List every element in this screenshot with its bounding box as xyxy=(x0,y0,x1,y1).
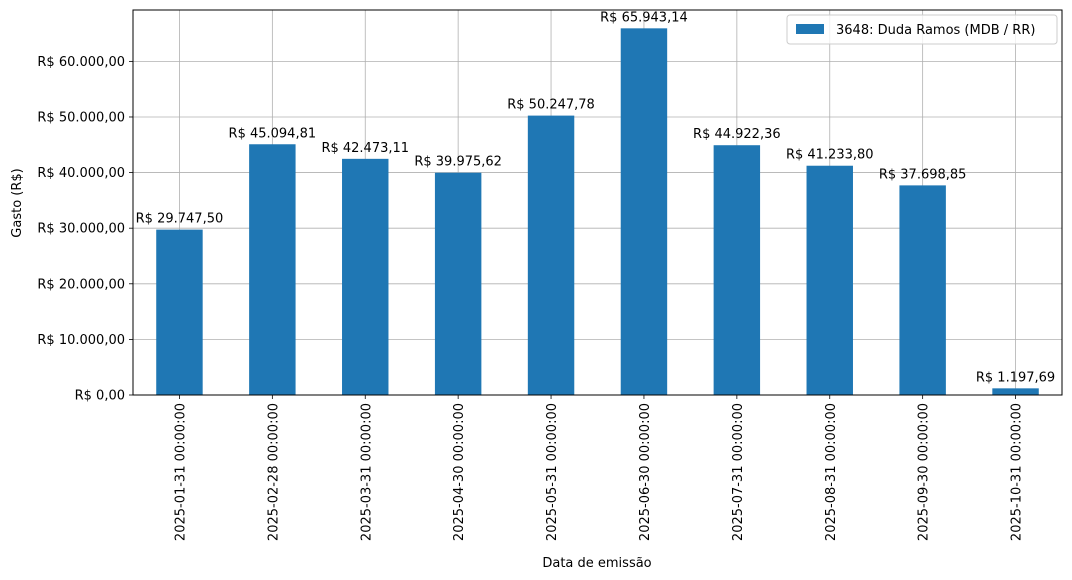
x-tick-label: 2025-08-31 00:00:00 xyxy=(824,403,839,541)
y-tick-label: R$ 40.000,00 xyxy=(37,166,125,181)
bar-value-label: R$ 50.247,78 xyxy=(507,98,595,113)
bar-value-label: R$ 45.094,81 xyxy=(229,126,317,141)
bar xyxy=(156,229,203,395)
x-tick-label: 2025-02-28 00:00:00 xyxy=(266,403,281,541)
x-axis-label: Data de emissão xyxy=(542,556,651,571)
bar-value-label: R$ 41.233,80 xyxy=(786,148,874,163)
bar-value-label: R$ 44.922,36 xyxy=(693,127,781,142)
x-tick-label: 2025-07-31 00:00:00 xyxy=(731,403,746,541)
y-tick-label: R$ 0,00 xyxy=(75,389,125,404)
bars xyxy=(156,28,1039,396)
bar-value-label: R$ 29.747,50 xyxy=(136,212,224,227)
legend-entry-label: 3648: Duda Ramos (MDB / RR) xyxy=(836,23,1035,38)
x-tick-label: 2025-03-31 00:00:00 xyxy=(359,403,374,541)
x-tick-label: 2025-01-31 00:00:00 xyxy=(173,403,188,541)
x-tick-label: 2025-09-30 00:00:00 xyxy=(917,403,932,541)
bar xyxy=(434,172,482,395)
bar-data-labels: R$ 29.747,50 R$ 45.094,81 R$ 42.473,11 R$ 3… xyxy=(136,10,1056,385)
x-tick-label: 2025-05-31 00:00:00 xyxy=(545,403,560,541)
ticks: R$ 0,00 R$ 10.000,00 R$ 20.000,00 R$ 30.000… xyxy=(37,55,1024,541)
y-tick-label: R$ 50.000,00 xyxy=(37,110,125,125)
x-tick-label: 2025-10-31 00:00:00 xyxy=(1010,403,1025,541)
y-tick-label: R$ 10.000,00 xyxy=(37,333,125,348)
bar xyxy=(992,388,1039,395)
axes-frame xyxy=(132,9,1063,396)
bar-value-label: R$ 37.698,85 xyxy=(879,167,967,182)
bar-value-label: R$ 65.943,14 xyxy=(600,10,688,25)
x-tick-label: 2025-06-30 00:00:00 xyxy=(638,403,653,541)
y-tick-label: R$ 60.000,00 xyxy=(37,55,125,70)
bar-value-label: R$ 1.197,69 xyxy=(976,370,1055,385)
bar-value-label: R$ 39.975,62 xyxy=(414,155,502,170)
bar xyxy=(713,145,761,395)
bar xyxy=(806,165,853,395)
bar xyxy=(899,185,946,395)
legend-swatch xyxy=(796,24,824,34)
y-tick-label: R$ 20.000,00 xyxy=(37,277,125,292)
x-tick-label: 2025-04-30 00:00:00 xyxy=(452,403,467,541)
bar xyxy=(527,115,575,396)
bar-value-label: R$ 42.473,11 xyxy=(321,141,409,156)
bar xyxy=(249,144,296,395)
bar xyxy=(342,158,389,395)
plot-frame xyxy=(132,9,1063,396)
legend-box xyxy=(786,14,1058,45)
bar xyxy=(620,28,668,396)
y-axis-label: Gasto (R$) xyxy=(10,168,25,237)
y-tick-label: R$ 30.000,00 xyxy=(37,222,125,237)
legend: 3648: Duda Ramos (MDB / RR) xyxy=(786,14,1058,45)
